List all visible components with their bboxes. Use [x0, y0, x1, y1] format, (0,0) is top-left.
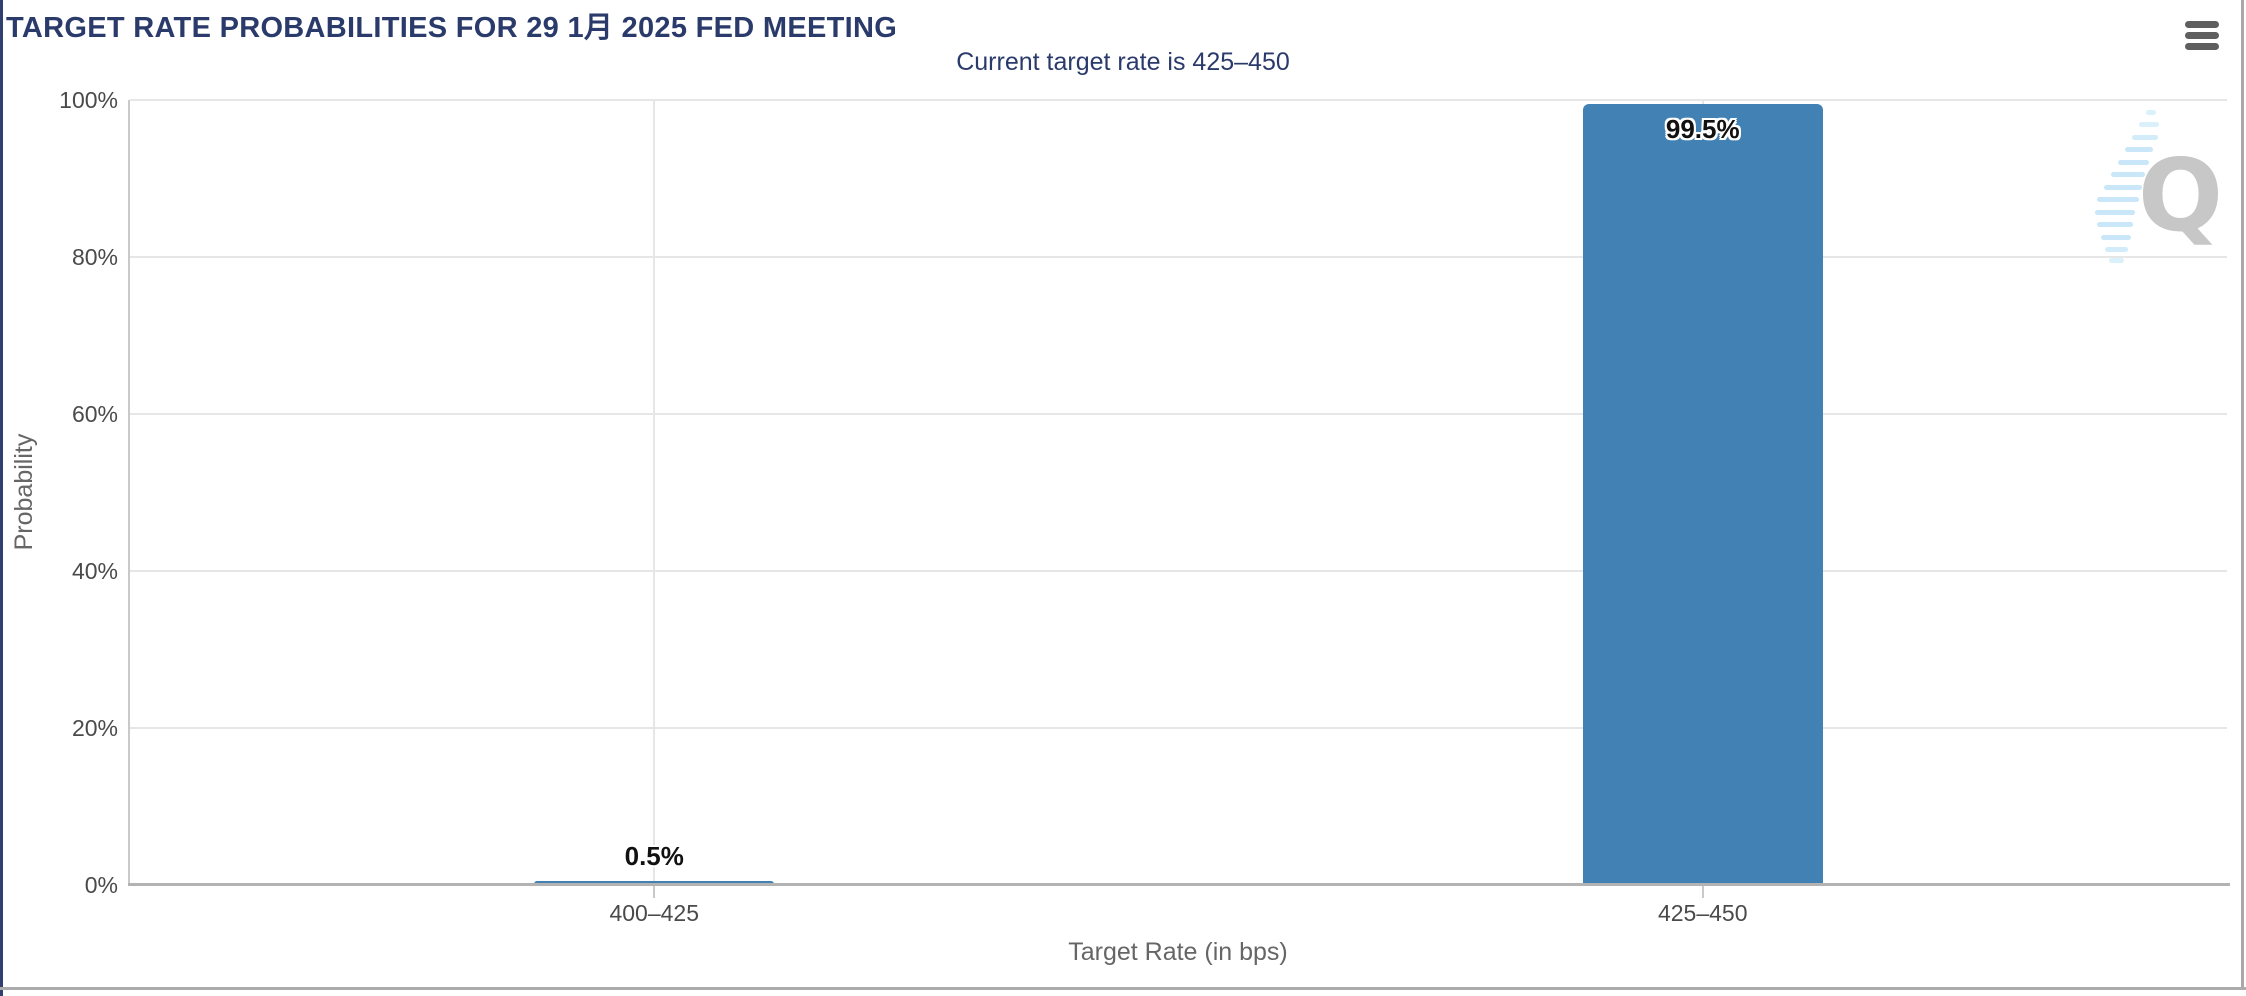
hamburger-icon — [2184, 20, 2220, 50]
y-tick-label: 20% — [71, 715, 118, 741]
y-axis-line — [128, 100, 130, 885]
x-axis-line — [128, 883, 2230, 886]
x-axis-tick — [1701, 886, 1704, 898]
y-gridline — [130, 99, 2227, 101]
bar-value-label: 99.5% — [1665, 113, 1740, 144]
x-tick-label: 400–425 — [609, 900, 700, 926]
chart-title: TARGET RATE PROBABILITIES FOR 29 1月 2025… — [6, 12, 898, 44]
x-gridline — [653, 100, 656, 884]
chart-context-menu-button[interactable] — [2180, 14, 2224, 56]
chart-subtitle: Current target rate is 425–450 — [956, 48, 1290, 76]
y-tick-label: 40% — [71, 558, 118, 584]
y-gridline — [130, 256, 2227, 258]
y-tick-label: 80% — [71, 244, 118, 270]
right-frame-border — [2241, 0, 2244, 990]
x-axis-tick — [653, 886, 656, 898]
y-tick-label: 100% — [59, 87, 118, 113]
x-tick-label: 425–450 — [1657, 900, 1748, 926]
x-axis-title: Target Rate (in bps) — [1068, 938, 1288, 966]
watermark-swoosh-dashes — [2095, 110, 2159, 263]
y-gridline — [130, 570, 2227, 572]
watermark-letter: Q — [2138, 137, 2223, 254]
probability-bar[interactable] — [1582, 103, 1823, 885]
y-gridline — [130, 413, 2227, 415]
bar-value-label: 0.5% — [624, 841, 684, 871]
left-edge-border — [0, 0, 3, 996]
y-axis-title: Probability — [10, 433, 38, 551]
y-tick-label: 0% — [84, 872, 118, 898]
y-gridline — [130, 727, 2227, 729]
bottom-frame-border — [0, 987, 2246, 990]
q-logo-watermark: Q — [2095, 110, 2223, 263]
y-tick-label: 60% — [71, 401, 118, 427]
